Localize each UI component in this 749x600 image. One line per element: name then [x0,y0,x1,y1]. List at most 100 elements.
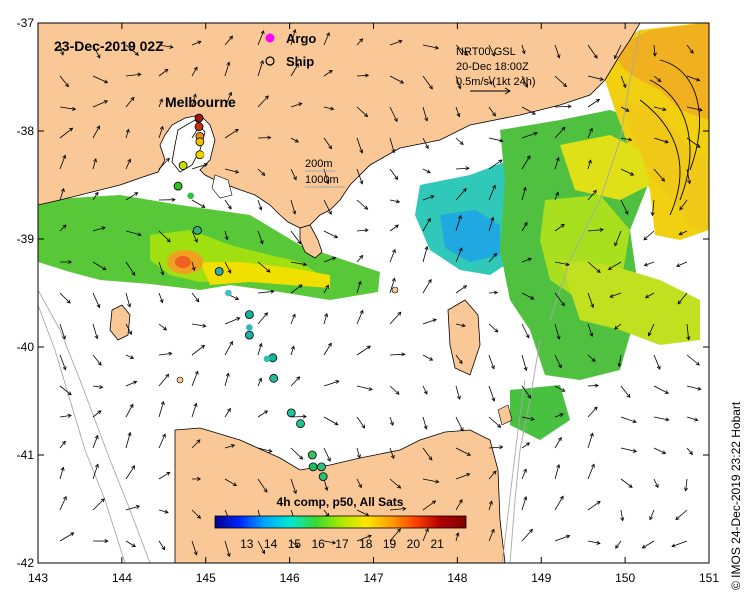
current-arrow-head [358,483,362,489]
y-tick-label: -42 [17,556,35,570]
plot-area [38,23,709,563]
city-label-melbourne: Melbourne [165,94,236,110]
current-arrow [609,292,622,298]
current-arrow [649,509,655,520]
current-arrow [455,247,463,263]
current-arrow-head [492,184,496,189]
current-arrow-head [490,365,495,370]
current-arrow [356,447,361,458]
current-arrow [356,281,361,294]
current-arrow-head [160,400,165,406]
flinders-island [447,299,481,376]
current-arrow-head [261,171,266,176]
current-arrow [257,60,264,77]
current-arrow [59,106,76,110]
current-arrow-head [696,77,701,82]
current-arrow-head [596,269,601,273]
current-arrow [92,323,98,339]
current-arrow [59,323,66,340]
current-arrow-head [295,63,299,68]
current-arrow-head [695,361,700,366]
current-arrow-head [62,366,67,371]
current-arrow [59,414,72,418]
current-arrow [587,433,594,449]
current-arrow [615,540,622,549]
current-arrow-head [60,51,65,56]
current-arrow-head [560,223,565,228]
current-arrow [587,160,592,170]
current-arrow-head [527,257,533,262]
current-arrow-head [260,59,264,65]
current-arrow [671,540,688,547]
current-arrow [620,75,627,88]
ship-legend-label: Ship [286,54,314,69]
current-arrow [685,478,688,491]
current-arrow [554,323,560,340]
current-arrow [59,385,72,396]
current-arrow [257,312,268,325]
ship-station-marker [194,113,204,123]
current-arrow [554,292,565,306]
current-arrow [125,505,140,511]
current-arrow-head [196,439,201,444]
current-arrow-head [202,323,207,328]
current-arrow-head [424,528,429,533]
current-arrow-head [62,224,67,229]
x-tick-label: 151 [699,571,719,585]
current-arrow-head [676,263,681,268]
current-arrow-head [391,149,396,154]
current-arrow [356,199,368,210]
current-arrow [422,44,439,49]
depth-legend: 200m 1000m [305,158,345,188]
current-arrow-head [488,500,493,505]
current-arrow [224,373,229,387]
current-arrow-head [367,534,372,539]
current-arrow-head [561,302,565,307]
current-arrow [422,137,429,149]
current-arrow [257,410,268,418]
current-arrow-head [457,214,462,220]
current-arrow [521,44,525,54]
current-arrow-head [456,113,461,118]
current-arrow [290,137,299,143]
current-arrow-head [458,247,463,252]
current-arrow [455,473,470,480]
current-arrow [191,371,199,387]
contour-1000m [38,304,126,563]
current-arrow [191,66,198,77]
current-arrow-head [643,236,648,241]
current-arrow [653,447,666,454]
current-arrow-head [129,403,134,408]
current-arrow [389,311,402,325]
current-arrow [257,378,262,387]
current-arrow-head [232,482,238,487]
colorbar-tick-label: 16 [311,537,325,551]
current-arrow-head [357,454,361,459]
current-arrow [422,319,437,325]
current-arrow [642,540,655,549]
current-arrow-head [291,313,296,318]
current-arrow [422,447,433,461]
current-arrow [521,385,532,399]
current-arrow-head [683,487,689,492]
current-arrow-head [661,177,665,182]
current-arrow-head [431,500,437,505]
current-arrow [554,437,562,449]
current-arrow-head [299,455,304,460]
current-arrow-head [593,406,598,411]
current-arrow-head [492,470,497,475]
current-arrow [422,168,431,174]
current-arrow-head [562,83,568,88]
current-arrow [389,447,395,459]
current-arrow-head [393,117,398,123]
current-arrow-head [402,506,407,511]
current-arrow [158,352,172,356]
current-arrow [125,73,141,77]
current-arrow-head [330,106,335,111]
current-arrow [614,44,622,59]
current-arrow-head [559,495,564,500]
current-arrow-head [596,540,601,545]
current-arrow [521,187,526,201]
current-arrow [422,354,433,361]
